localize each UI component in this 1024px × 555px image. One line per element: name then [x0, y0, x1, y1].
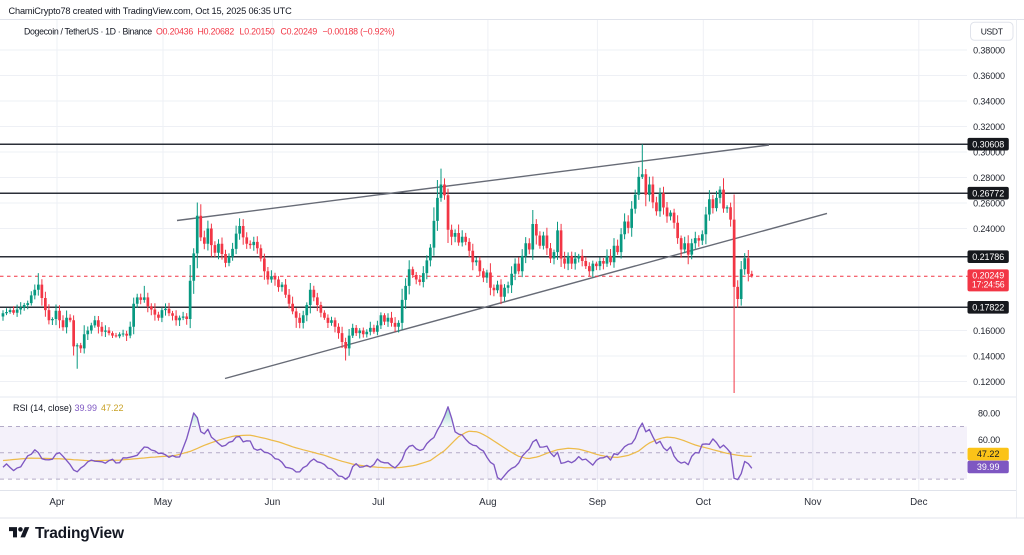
svg-text:0.21786: 0.21786	[972, 252, 1004, 262]
svg-text:ChamiCrypto78 created with Tra: ChamiCrypto78 created with TradingView.c…	[9, 6, 293, 16]
svg-text:Dec: Dec	[910, 497, 928, 508]
svg-text:39.99: 39.99	[977, 462, 1000, 472]
svg-text:C0.20249: C0.20249	[281, 27, 318, 37]
svg-text:0.26000: 0.26000	[973, 198, 1005, 208]
svg-text:USDT: USDT	[981, 27, 1003, 37]
svg-text:Dogecoin / TetherUS · 1D · Bin: Dogecoin / TetherUS · 1D · Binance	[24, 27, 152, 37]
svg-text:Jun: Jun	[265, 497, 281, 508]
svg-text:0.17822: 0.17822	[972, 303, 1004, 313]
svg-text:0.16000: 0.16000	[973, 326, 1005, 336]
svg-text:80.00: 80.00	[978, 409, 1000, 419]
svg-text:0.38000: 0.38000	[973, 45, 1005, 55]
svg-text:RSI (14, close): RSI (14, close)	[13, 403, 72, 413]
svg-text:Nov: Nov	[804, 497, 822, 508]
svg-text:TradingView: TradingView	[35, 525, 125, 542]
svg-text:0.24000: 0.24000	[973, 224, 1005, 234]
svg-text:Aug: Aug	[479, 497, 496, 508]
svg-text:0.36000: 0.36000	[973, 71, 1005, 81]
svg-text:0.32000: 0.32000	[973, 122, 1005, 132]
svg-text:17:24:56: 17:24:56	[972, 280, 1005, 290]
svg-text:Apr: Apr	[49, 497, 65, 508]
svg-text:47.22: 47.22	[101, 403, 124, 413]
svg-text:0.26772: 0.26772	[972, 189, 1004, 199]
svg-text:O0.20436: O0.20436	[156, 27, 193, 37]
svg-text:Jul: Jul	[372, 497, 385, 508]
svg-text:H0.20682: H0.20682	[198, 27, 235, 37]
svg-text:L0.20150: L0.20150	[240, 27, 275, 37]
svg-text:0.12000: 0.12000	[973, 377, 1005, 387]
svg-text:Sep: Sep	[589, 497, 607, 508]
svg-text:−0.00188 (−0.92%): −0.00188 (−0.92%)	[323, 27, 395, 37]
svg-text:0.28000: 0.28000	[973, 173, 1005, 183]
svg-text:0.30000: 0.30000	[973, 147, 1005, 157]
svg-text:39.99: 39.99	[75, 403, 98, 413]
svg-text:0.34000: 0.34000	[973, 96, 1005, 106]
svg-text:Oct: Oct	[696, 497, 712, 508]
svg-text:0.20249: 0.20249	[972, 271, 1004, 281]
svg-text:60.00: 60.00	[978, 435, 1000, 445]
svg-text:May: May	[154, 497, 173, 508]
svg-text:0.14000: 0.14000	[973, 351, 1005, 361]
svg-text:0.30608: 0.30608	[972, 140, 1004, 150]
svg-text:47.22: 47.22	[977, 449, 1000, 459]
